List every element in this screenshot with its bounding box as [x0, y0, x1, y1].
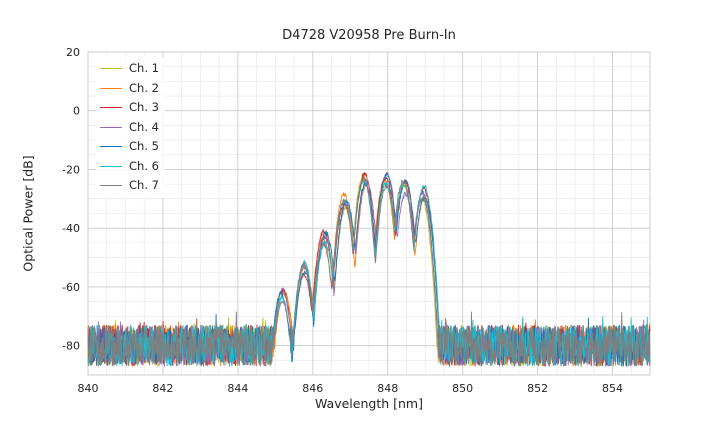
legend-label: Ch. 2: [129, 80, 159, 95]
legend-label: Ch. 7: [129, 178, 159, 192]
x-tick-label: 846: [302, 382, 323, 395]
legend-label: Ch. 4: [129, 119, 159, 134]
y-tick-label: -40: [62, 222, 80, 235]
legend-item-3: Ch. 3: [100, 98, 159, 118]
legend: Ch. 1 Ch. 2 Ch. 3 Ch. 4 Ch. 5 Ch. 6 Ch. 7: [96, 57, 165, 198]
legend-line-swatch: [100, 185, 122, 187]
legend-label: Ch. 1: [129, 61, 159, 75]
y-tick-label: -20: [62, 163, 80, 176]
legend-label: Ch. 5: [129, 139, 159, 153]
legend-line-swatch: [100, 68, 122, 70]
y-tick-label: -80: [62, 340, 80, 353]
x-tick-label: 844: [227, 382, 248, 395]
legend-line-swatch: [100, 126, 122, 128]
legend-item-2: Ch. 2: [100, 79, 159, 99]
legend-item-7: Ch. 7: [100, 176, 159, 196]
legend-item-4: Ch. 4: [100, 118, 159, 138]
series-line-7: [87, 177, 651, 367]
legend-line-swatch: [100, 165, 122, 167]
legend-line-swatch: [100, 146, 122, 148]
legend-label: Ch. 6: [129, 158, 159, 173]
legend-label: Ch. 3: [129, 100, 159, 114]
y-tick-label: 20: [66, 46, 80, 59]
x-tick-label: 848: [377, 382, 398, 395]
legend-item-6: Ch. 6: [100, 157, 159, 177]
x-tick-label: 840: [78, 382, 99, 395]
y-tick-label: 0: [73, 105, 80, 118]
axes-frame: [87, 51, 651, 376]
legend-line-swatch: [100, 107, 122, 109]
legend-item-5: Ch. 5: [100, 137, 159, 157]
x-tick-label: 842: [152, 382, 173, 395]
x-tick-label: 854: [602, 382, 623, 395]
x-axis-label: Wavelength [nm]: [315, 396, 423, 411]
legend-line-swatch: [100, 87, 122, 89]
x-tick-label: 852: [527, 382, 548, 395]
chart-title: D4728 V20958 Pre Burn-In: [282, 28, 456, 43]
y-tick-label: -60: [62, 281, 80, 294]
x-tick-label: 850: [452, 382, 473, 395]
legend-item-1: Ch. 1: [100, 59, 159, 79]
